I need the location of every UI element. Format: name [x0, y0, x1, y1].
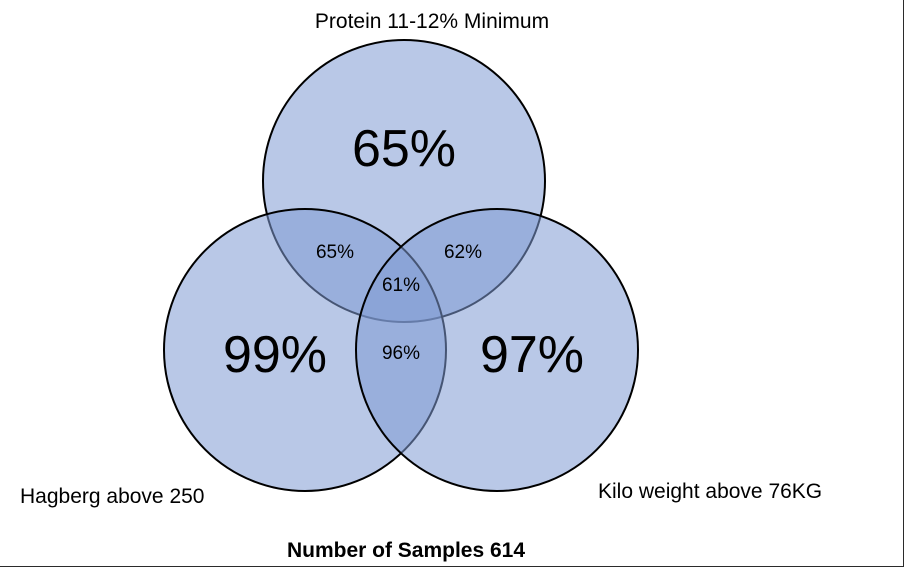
region-protein-kilo: 62%	[444, 242, 482, 263]
region-all-three: 61%	[382, 275, 420, 296]
sample-count-footer: Number of Samples 614	[287, 539, 525, 562]
set-label-protein: Protein 11-12% Minimum	[315, 10, 549, 33]
region-hagberg-only: 99%	[223, 326, 327, 384]
circle-kilo	[355, 208, 639, 492]
region-protein-hagberg: 65%	[316, 242, 354, 263]
set-label-kilo: Kilo weight above 76KG	[598, 480, 822, 503]
region-protein-only: 65%	[352, 120, 456, 178]
set-label-hagberg: Hagberg above 250	[20, 485, 204, 508]
region-kilo-only: 97%	[480, 326, 584, 384]
region-hagberg-kilo: 96%	[382, 343, 420, 364]
